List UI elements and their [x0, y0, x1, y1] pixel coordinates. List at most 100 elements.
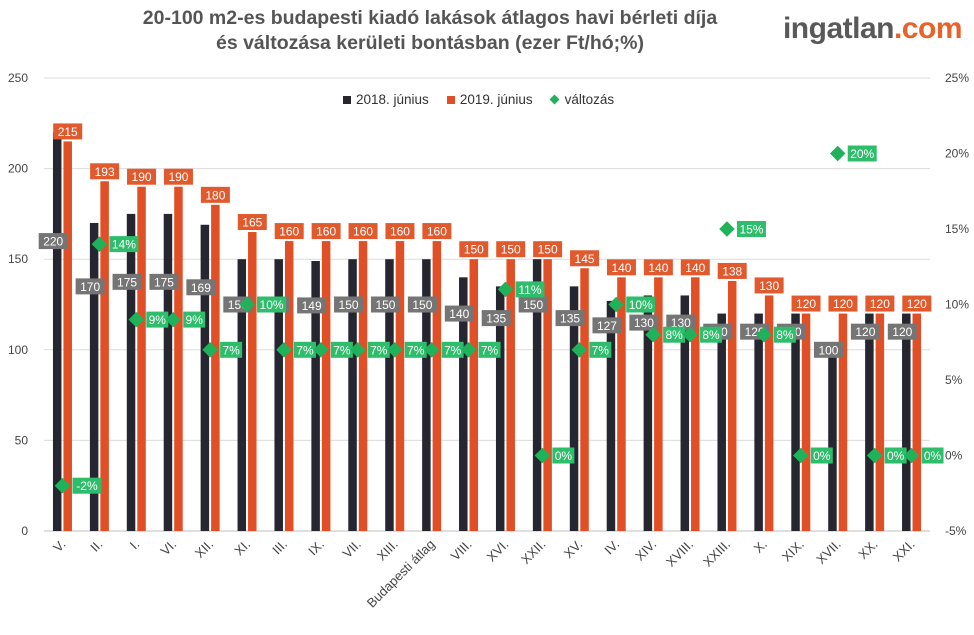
- change-diamond: [165, 311, 181, 328]
- bar-2018-label: 120: [850, 323, 880, 340]
- title-line-1: 20-100 m2-es budapesti kiadó lakások átl…: [142, 7, 718, 29]
- change-label-box: [515, 281, 545, 298]
- bar-2019-label: 160: [348, 223, 378, 240]
- change-label-text: 14%: [112, 238, 136, 252]
- bar-2018-label-box: [592, 317, 622, 334]
- bar-2019-label-box: [570, 250, 600, 267]
- x-axis-label: V.: [50, 537, 68, 555]
- bar-2018-label-text: 150: [339, 298, 359, 312]
- bar-2019: [691, 277, 700, 531]
- x-axis-label: II.: [87, 537, 105, 555]
- change-label: 7%: [330, 341, 353, 358]
- change-label-text: 8%: [776, 328, 794, 342]
- legend-item-change: változás: [549, 92, 615, 107]
- bar-2018-label-box: [555, 310, 585, 327]
- bar-2019: [63, 141, 72, 532]
- change-label-text: 11%: [518, 283, 541, 297]
- bar-2019-label: 160: [311, 223, 341, 240]
- bar-2019-label-box: [90, 163, 120, 180]
- change-label-box: [109, 236, 139, 253]
- bar-2019-label-text: 138: [722, 264, 742, 278]
- ingatlan-logo: ingatlan.com: [783, 12, 963, 46]
- change-label-text: 10%: [629, 298, 653, 312]
- bar-2018-label: 150: [334, 296, 364, 313]
- change-label-text: 9%: [186, 313, 204, 327]
- bar-2018: [606, 300, 616, 531]
- bar-2019-label: 180: [200, 186, 230, 203]
- x-axis-label: XIV.: [632, 537, 659, 564]
- bar-2018: [902, 313, 911, 531]
- bar-2019-label-text: 190: [168, 170, 188, 184]
- legend-label-2018: 2018. június: [356, 92, 429, 107]
- change-label-box: [367, 341, 390, 358]
- bar-2018: [200, 224, 210, 531]
- bar-2018-label-box: [75, 278, 105, 295]
- change-label: 7%: [220, 341, 243, 358]
- change-label: 8%: [663, 326, 686, 343]
- legend-item-2019: 2019. június: [446, 92, 533, 107]
- bar-2019-label: 138: [717, 262, 747, 279]
- bar-2018-label-text: 175: [117, 275, 137, 289]
- bar-2019-label-text: 140: [611, 261, 631, 275]
- y-right-tick-label: 0%: [945, 449, 963, 463]
- x-axis-label: XII.: [192, 537, 216, 561]
- change-diamond: [128, 311, 145, 328]
- bar-2018: [385, 259, 394, 531]
- bar-2018-label-text: 140: [449, 307, 469, 321]
- x-axis-label: XIX.: [779, 537, 807, 565]
- bar-2018: [274, 259, 283, 531]
- change-label: 9%: [183, 311, 206, 328]
- y-left-tick-label: 150: [8, 252, 28, 266]
- x-axis-label: XVI.: [484, 537, 512, 565]
- chart-title: 20-100 m2-es budapesti kiadó lakások átl…: [100, 6, 760, 56]
- change-label-text: 7%: [222, 343, 240, 357]
- bar-2018-label: 149: [297, 297, 327, 314]
- bar-2018-label: 150: [370, 296, 400, 313]
- change-diamond: [829, 145, 846, 162]
- change-label-box: [626, 296, 656, 313]
- bar-2019-label-box: [163, 168, 193, 185]
- bar-2019: [211, 204, 220, 531]
- bar-2018-label-box: [112, 273, 142, 290]
- x-axis-label: XVII.: [813, 537, 844, 568]
- bar-2018: [754, 313, 763, 531]
- change-label-text: 20%: [850, 147, 874, 161]
- change-diamond: [91, 236, 108, 252]
- bar-2019-label-box: [422, 223, 452, 240]
- bar-2019-label-box: [496, 241, 526, 258]
- change-label: 7%: [441, 341, 464, 358]
- bar-2018-label-text: 150: [375, 298, 395, 312]
- bar-2018-label-text: 169: [191, 281, 211, 295]
- change-label-text: 0%: [813, 449, 831, 463]
- x-axis-label: Budapesti átlag: [364, 537, 438, 611]
- change-label-box: [773, 326, 796, 343]
- y-right-tick-label: 5%: [945, 373, 963, 387]
- bar-2019-label-box: [606, 259, 636, 276]
- bar-2018: [791, 313, 800, 531]
- change-label-text: 7%: [407, 343, 425, 357]
- bar-2019-label: 120: [828, 295, 858, 312]
- change-label: 7%: [293, 341, 316, 358]
- bar-2018-label-text: 150: [412, 298, 432, 312]
- bar-2019-label: 120: [902, 295, 932, 312]
- change-label-box: [921, 447, 944, 464]
- change-label: 7%: [367, 341, 390, 358]
- change-label-box: [220, 341, 243, 358]
- legend-label-change: változás: [564, 92, 615, 107]
- bar-2018-label: 150: [407, 296, 437, 313]
- change-label-box: [663, 326, 686, 343]
- legend-label-2019: 2019. június: [459, 92, 533, 107]
- change-label-text: 0%: [924, 449, 942, 463]
- y-left-tick-label: 250: [8, 71, 28, 85]
- y-left-tick-label: 0: [21, 524, 28, 538]
- bar-2018-label-box: [334, 296, 364, 313]
- bar-2019-label-text: 193: [95, 165, 115, 179]
- bar-2018-label-text: 130: [671, 316, 691, 330]
- change-label: 14%: [109, 236, 139, 253]
- bar-2018-label: 169: [186, 279, 216, 296]
- bar-2018: [422, 259, 431, 531]
- bar-2018-label: 120: [887, 323, 917, 340]
- bar-2018-label: 135: [481, 310, 511, 327]
- bar-2018: [865, 313, 874, 531]
